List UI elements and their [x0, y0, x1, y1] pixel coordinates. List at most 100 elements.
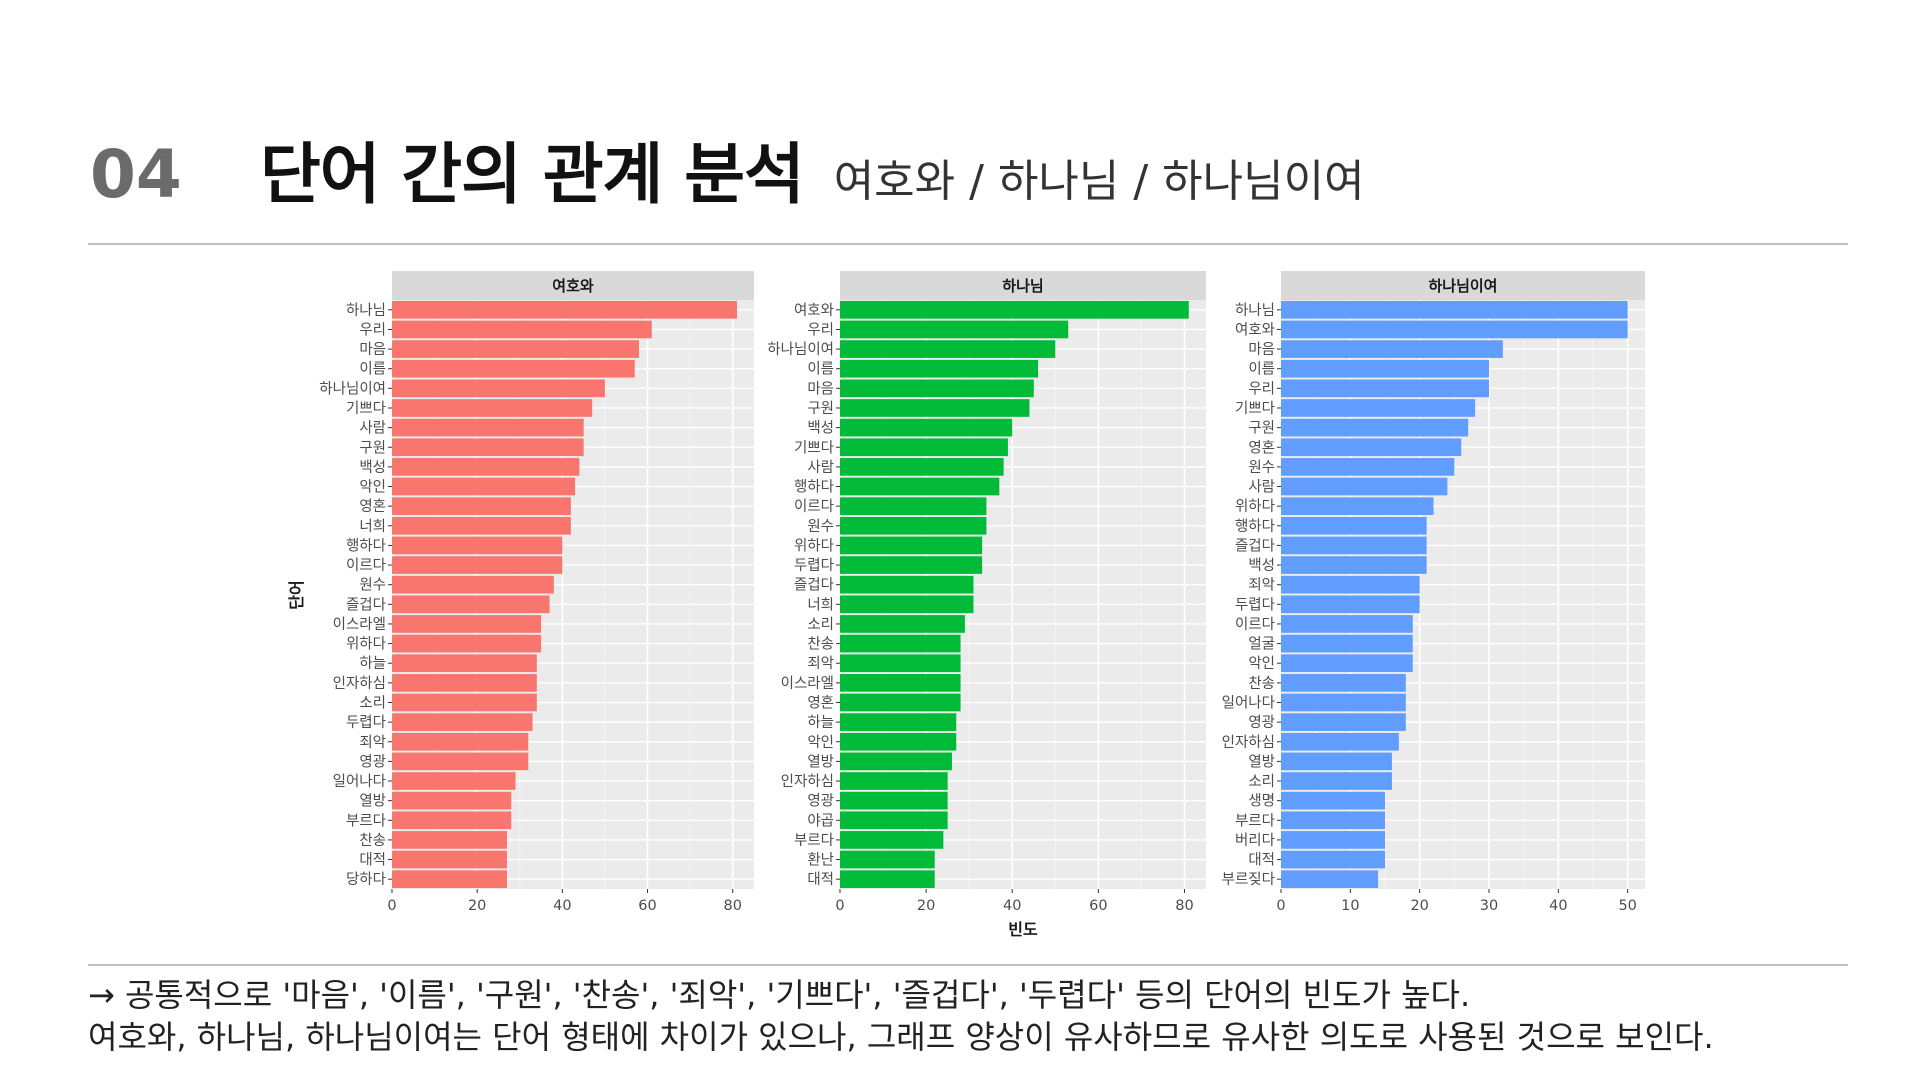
bar — [1281, 791, 1385, 810]
y-tick-label: 마음 — [1248, 341, 1275, 358]
bar — [392, 359, 635, 378]
section-number: 04 — [90, 136, 182, 213]
y-tick-label: 위하다 — [1235, 498, 1275, 515]
bar — [1281, 713, 1406, 731]
bar — [1281, 575, 1420, 594]
bar — [840, 791, 948, 810]
bar — [840, 634, 961, 653]
y-tick-label: 하나님 — [1235, 302, 1275, 319]
y-tick-label: 영혼 — [359, 498, 386, 515]
bar — [1281, 870, 1379, 889]
bar — [840, 713, 957, 731]
top-divider — [88, 243, 1848, 245]
x-tick-label: 20 — [1410, 898, 1428, 914]
panel-background — [840, 300, 1206, 889]
bar — [392, 713, 533, 731]
bar — [392, 634, 542, 653]
y-tick-label: 소리 — [807, 616, 834, 633]
y-tick-label: 대적 — [1248, 852, 1275, 869]
y-tick-label: 백성 — [807, 420, 834, 437]
bar — [840, 536, 983, 555]
y-tick-label: 위하다 — [346, 636, 386, 653]
y-tick-label: 부르다 — [346, 812, 386, 829]
x-tick-label: 80 — [723, 898, 741, 914]
bar — [1281, 831, 1385, 849]
bar — [392, 693, 537, 712]
bar — [840, 575, 974, 594]
x-tick-label: 60 — [1089, 898, 1107, 914]
y-tick-label: 하늘 — [807, 714, 834, 731]
bar — [840, 300, 1189, 319]
y-tick-label: 부르다 — [1235, 812, 1275, 829]
bar — [392, 791, 512, 810]
bar — [840, 850, 935, 869]
bar — [840, 674, 961, 692]
bar — [1281, 850, 1385, 869]
bar — [392, 477, 576, 496]
bar — [1281, 458, 1455, 476]
y-tick-label: 하나님이여 — [319, 380, 386, 397]
bar — [392, 870, 507, 889]
y-tick-label: 이르다 — [346, 557, 386, 574]
y-tick-label: 이스라엘 — [333, 616, 386, 633]
y-tick-label: 하늘 — [359, 655, 386, 672]
bar — [1281, 536, 1427, 555]
bar — [840, 379, 1034, 398]
bar — [392, 379, 605, 398]
bottom-divider — [88, 964, 1848, 966]
bar — [392, 831, 507, 849]
y-tick-label: 환난 — [807, 852, 834, 869]
y-tick-label: 죄악 — [1248, 577, 1275, 594]
x-axis-title: 빈도 — [1008, 920, 1038, 939]
bar — [840, 418, 1013, 437]
y-tick-label: 열방 — [807, 753, 834, 770]
facet-strip-label: 하나님이여 — [1428, 277, 1497, 295]
bar — [1281, 379, 1489, 398]
y-tick-label: 기쁘다 — [1235, 400, 1275, 417]
bar — [1281, 772, 1392, 790]
bar — [840, 320, 1069, 339]
bar — [840, 654, 961, 673]
y-tick-label: 즐겁다 — [1235, 537, 1275, 554]
bar — [1281, 811, 1385, 830]
bar — [392, 438, 584, 457]
page-title: 단어 간의 관계 분석 — [260, 136, 805, 213]
y-tick-label: 일어나다 — [333, 773, 386, 790]
facet-strip — [840, 271, 1206, 300]
y-tick-label: 원수 — [1248, 459, 1275, 476]
y-tick-label: 구원 — [807, 400, 834, 417]
y-tick-label: 일어나다 — [1222, 694, 1275, 711]
x-tick-label: 50 — [1618, 898, 1636, 914]
x-tick-label: 0 — [835, 898, 844, 914]
x-tick-label: 80 — [1175, 898, 1193, 914]
facet-strip-label: 하나님 — [1002, 277, 1043, 295]
y-tick-label: 너희 — [359, 518, 386, 535]
bar — [1281, 359, 1489, 378]
x-tick-label: 40 — [1549, 898, 1567, 914]
x-tick-label: 40 — [553, 898, 571, 914]
y-tick-label: 열방 — [1248, 753, 1275, 770]
y-tick-label: 우리 — [807, 321, 834, 338]
bar — [840, 615, 965, 633]
conclusion-text: → 공통적으로 '마음', '이름', '구원', '찬송', '죄악', '기… — [88, 974, 1868, 1058]
bar — [1281, 654, 1413, 673]
x-tick-label: 0 — [1276, 898, 1285, 914]
y-tick-label: 악인 — [1248, 655, 1275, 672]
x-tick-label: 0 — [387, 898, 396, 914]
facet-strip — [392, 271, 754, 300]
y-tick-label: 두렵다 — [346, 714, 386, 731]
y-tick-label: 찬송 — [1248, 675, 1275, 692]
bar — [392, 320, 652, 339]
bar — [392, 556, 563, 574]
bar — [840, 556, 983, 574]
bar — [840, 516, 987, 535]
y-tick-label: 두렵다 — [1235, 596, 1275, 613]
bar — [1281, 634, 1413, 653]
y-tick-label: 야곱 — [807, 812, 834, 829]
y-tick-label: 죄악 — [807, 655, 834, 672]
bar — [1281, 732, 1399, 751]
y-tick-label: 대적 — [359, 852, 386, 869]
y-tick-label: 백성 — [359, 459, 386, 476]
bar — [392, 772, 516, 790]
